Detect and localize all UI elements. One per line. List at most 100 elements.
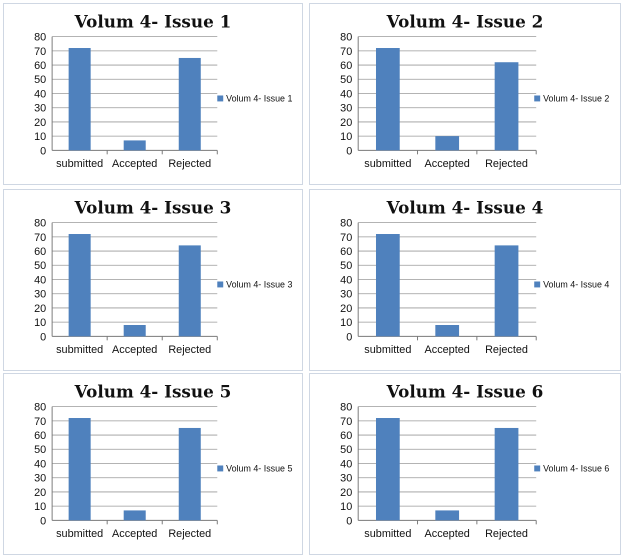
bar-submitted	[68, 418, 91, 521]
bar-rejected	[178, 245, 201, 337]
y-tick-label: 0	[40, 331, 46, 343]
y-tick-label: 70	[340, 46, 352, 58]
bar-accepted	[123, 510, 146, 521]
y-tick-label: 0	[346, 145, 352, 157]
category-label: Accepted	[112, 158, 157, 170]
y-tick-label: 60	[34, 430, 46, 442]
legend-swatch	[534, 95, 541, 102]
chart-panel-6: Volum 4- Issue 6 0 10 20 30 40 50 60 70 80 submitt…	[309, 373, 621, 555]
category-label: Accepted	[425, 158, 470, 170]
category-label: Accepted	[112, 528, 157, 540]
y-tick-label: 0	[346, 331, 352, 343]
bar-submitted	[375, 418, 400, 521]
y-tick-label: 40	[34, 274, 46, 286]
bar-rejected	[178, 427, 201, 521]
bar-submitted	[68, 234, 91, 337]
y-tick-label: 10	[34, 317, 46, 329]
category-label: submitted	[364, 158, 411, 170]
y-tick-label: 30	[34, 473, 46, 485]
y-tick-label: 80	[340, 32, 352, 44]
y-tick-label: 50	[340, 260, 352, 272]
y-tick-label: 10	[340, 317, 352, 329]
y-tick-label: 70	[34, 416, 46, 428]
legend-label: Volum 4- Issue 2	[543, 93, 609, 103]
y-tick-label: 40	[34, 458, 46, 470]
legend-swatch	[217, 465, 224, 472]
y-tick-label: 0	[40, 515, 46, 527]
legend-label: Volum 4- Issue 5	[226, 463, 292, 473]
legend-label: Volum 4- Issue 4	[543, 279, 609, 289]
bar-accepted	[123, 325, 146, 337]
y-tick-label: 70	[340, 232, 352, 244]
chart-svg-4: Volum 4- Issue 4 0 10 20 30 40 50 60 70 80 submitt…	[340, 198, 609, 356]
category-label: Rejected	[168, 528, 211, 540]
y-tick-label: 70	[34, 46, 46, 58]
y-tick-label: 40	[340, 458, 352, 470]
y-tick-label: 50	[34, 260, 46, 272]
y-tick-label: 70	[340, 416, 352, 428]
y-tick-label: 20	[340, 303, 352, 315]
y-tick-label: 10	[340, 501, 352, 513]
y-tick-label: 20	[34, 487, 46, 499]
category-label: Rejected	[168, 344, 211, 356]
category-label: submitted	[364, 528, 411, 540]
legend-label: Volum 4- Issue 3	[226, 279, 292, 289]
y-tick-label: 0	[346, 515, 352, 527]
chart-panel-1: Volum 4- Issue 1 0 10 20 30 40 50 60 70 80 submitt…	[3, 3, 303, 185]
chart-svg-5: Volum 4- Issue 5 0 10 20 30 40 50 60 70 80 submitt…	[34, 382, 292, 540]
chart-title: Volum 4- Issue 6	[386, 382, 544, 402]
legend-swatch	[217, 281, 224, 288]
y-tick-label: 30	[340, 473, 352, 485]
y-tick-label: 60	[340, 430, 352, 442]
y-tick-label: 80	[340, 218, 352, 230]
y-tick-label: 10	[340, 131, 352, 143]
category-label: Accepted	[112, 344, 157, 356]
legend-label: Volum 4- Issue 6	[543, 463, 609, 473]
y-tick-label: 80	[34, 402, 46, 414]
category-label: submitted	[56, 528, 103, 540]
chart-svg-6: Volum 4- Issue 6 0 10 20 30 40 50 60 70 80 submitt…	[340, 382, 609, 540]
y-tick-label: 50	[340, 444, 352, 456]
y-tick-label: 60	[340, 60, 352, 72]
y-tick-label: 0	[40, 145, 46, 157]
y-tick-label: 70	[34, 232, 46, 244]
y-tick-label: 50	[34, 74, 46, 86]
bar-rejected	[178, 57, 201, 151]
legend-label: Volum 4- Issue 1	[226, 93, 292, 103]
y-tick-label: 60	[34, 246, 46, 258]
y-tick-label: 10	[34, 131, 46, 143]
legend-swatch	[534, 465, 541, 472]
y-tick-label: 80	[34, 32, 46, 44]
chart-panel-4: Volum 4- Issue 4 0 10 20 30 40 50 60 70 80 submitt…	[309, 189, 621, 371]
y-tick-label: 20	[340, 117, 352, 129]
bar-submitted	[375, 48, 400, 151]
y-tick-label: 10	[34, 501, 46, 513]
y-tick-label: 30	[34, 103, 46, 115]
bar-rejected	[494, 62, 519, 151]
bar-accepted	[435, 510, 460, 521]
y-tick-label: 30	[34, 289, 46, 301]
y-tick-label: 20	[34, 117, 46, 129]
y-tick-label: 40	[340, 88, 352, 100]
category-label: Accepted	[425, 528, 470, 540]
bar-rejected	[494, 427, 519, 521]
bar-accepted	[123, 140, 146, 151]
bar-submitted	[68, 48, 91, 151]
category-label: submitted	[56, 344, 103, 356]
y-tick-label: 40	[34, 88, 46, 100]
legend-swatch	[217, 95, 224, 102]
chart-panel-5: Volum 4- Issue 5 0 10 20 30 40 50 60 70 80 submitt…	[3, 373, 303, 555]
y-tick-label: 50	[340, 74, 352, 86]
bar-submitted	[375, 234, 400, 337]
chart-svg-1: Volum 4- Issue 1 0 10 20 30 40 50 60 70 80 submitt…	[34, 12, 292, 170]
bar-rejected	[494, 245, 519, 337]
y-tick-label: 80	[34, 218, 46, 230]
y-tick-label: 40	[340, 274, 352, 286]
legend-swatch	[534, 281, 541, 288]
y-tick-label: 60	[340, 246, 352, 258]
category-label: Accepted	[425, 344, 470, 356]
category-label: Rejected	[485, 158, 528, 170]
bar-accepted	[435, 136, 460, 151]
chart-title: Volum 4- Issue 2	[386, 12, 544, 32]
category-label: Rejected	[485, 528, 528, 540]
